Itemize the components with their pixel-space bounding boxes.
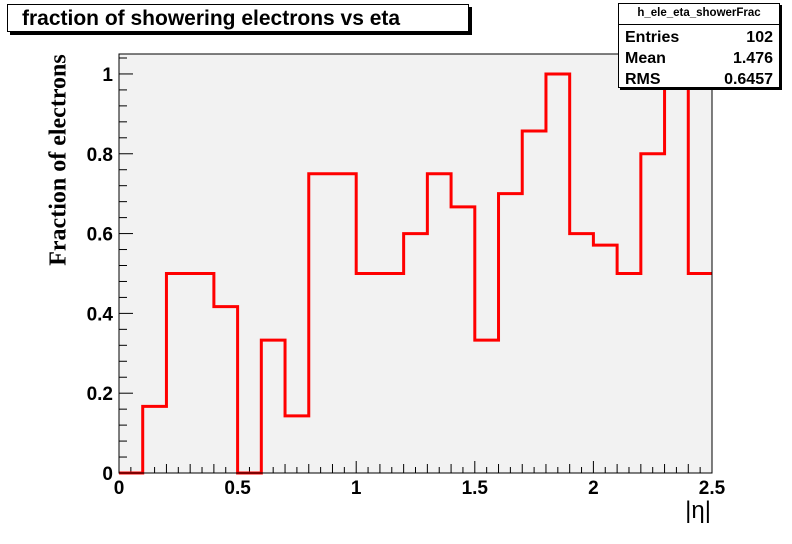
x-axis-label: |η|	[685, 497, 711, 524]
y-tick-label: 0.6	[87, 225, 113, 246]
stats-mean-label: Mean	[625, 50, 666, 67]
chart-title-box: fraction of showering electrons vs eta	[7, 4, 469, 32]
histogram-step-line	[119, 72, 712, 475]
plot-frame-background	[119, 54, 712, 473]
x-tick-label: 2	[588, 478, 599, 499]
y-tick-label: 0.8	[87, 145, 113, 166]
y-axis-label: Fraction of electrons	[45, 54, 72, 266]
chart-title: fraction of showering electrons vs eta	[22, 7, 401, 30]
plot-frame	[118, 53, 713, 474]
stats-row-rms: RMS 0.6457	[625, 69, 773, 90]
y-tick-label: 0.4	[87, 304, 114, 325]
stats-mean-value: 1.476	[732, 50, 773, 67]
y-tick-label: 0.2	[87, 384, 113, 405]
stats-row-mean: Mean 1.476	[625, 48, 773, 69]
x-tick-label: 1	[351, 478, 362, 499]
x-tick-label: 1.5	[462, 478, 489, 499]
stats-box: h_ele_eta_showerFrac Entries 102 Mean 1.…	[618, 3, 780, 88]
stats-histogram-name: h_ele_eta_showerFrac	[619, 4, 779, 25]
x-tick-label: 2.5	[699, 478, 726, 499]
stats-row-entries: Entries 102	[625, 27, 773, 48]
y-tick-label: 1	[102, 65, 113, 86]
y-tick-label: 0	[102, 464, 113, 485]
stats-rms-label: RMS	[625, 71, 661, 88]
stats-rms-value: 0.6457	[724, 71, 773, 88]
stats-entries-value: 102	[746, 29, 773, 46]
x-tick-label: 0	[114, 478, 125, 499]
x-tick-label: 0.5	[224, 478, 251, 499]
tick-labels: 0 0.5 1 1.5 2 2.5 0 0.2 0.4 0.6 0.8 1	[87, 65, 726, 499]
stats-entries-label: Entries	[625, 29, 680, 46]
